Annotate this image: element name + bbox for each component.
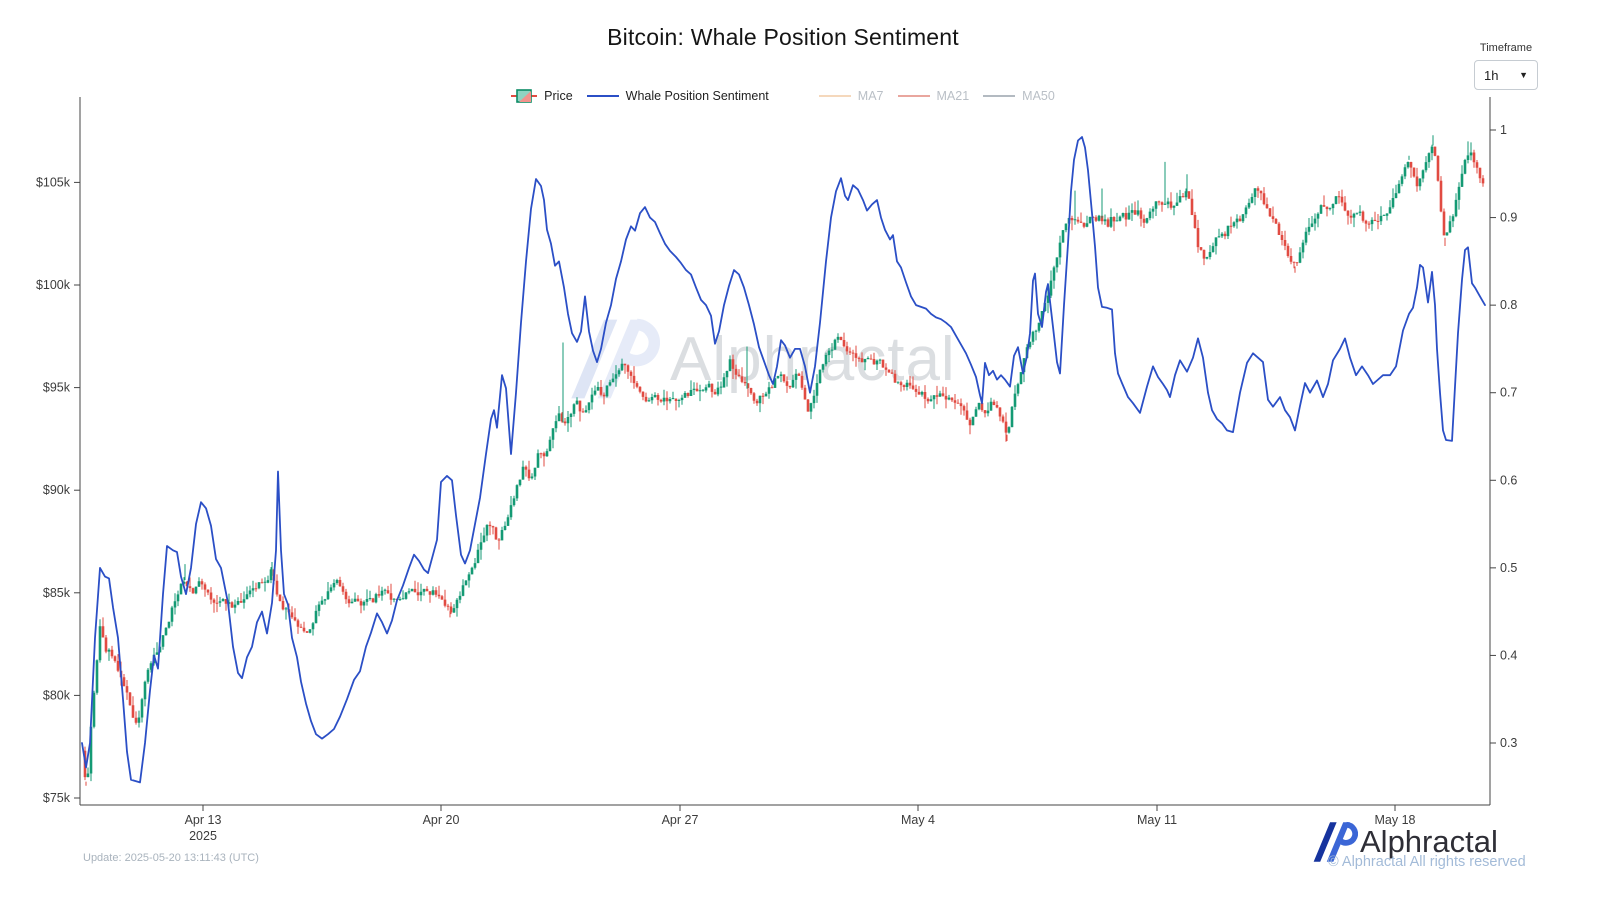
svg-text:0.9: 0.9 [1500,211,1517,225]
legend-item-ma50[interactable]: MA50 [983,89,1055,103]
ma21-line-swatch [897,95,930,97]
brand-name: Alphractal [1360,824,1498,859]
legend-item-ma21[interactable]: MA21 [897,89,970,103]
legend-item-sentiment[interactable]: Whale Position Sentiment [586,89,769,103]
update-timestamp: Update: 2025-05-20 13:11:43 (UTC) [83,852,259,864]
chart-legend: Price Whale Position Sentiment MA7 MA21 … [0,88,1566,104]
svg-text:$85k: $85k [43,586,71,600]
svg-text:0.6: 0.6 [1500,473,1517,487]
timeframe-label: Timeframe [1479,42,1533,54]
svg-text:$100k: $100k [36,278,71,292]
svg-text:Apr 27: Apr 27 [662,813,699,827]
candlestick-icon [511,89,538,103]
svg-text:$105k: $105k [36,175,71,189]
legend-label-price: Price [544,89,573,103]
svg-text:0.4: 0.4 [1500,648,1517,662]
svg-text:Apr 20: Apr 20 [423,813,460,827]
svg-text:Apr 13: Apr 13 [185,813,222,827]
chevron-down-icon: ▼ [1519,70,1528,80]
svg-text:0.7: 0.7 [1500,386,1517,400]
legend-label-ma7: MA7 [857,89,884,103]
timeframe-select[interactable]: 1h ▼ [1474,60,1538,90]
svg-text:$95k: $95k [43,381,71,395]
legend-label-sentiment: Whale Position Sentiment [625,89,769,103]
svg-text:$90k: $90k [43,483,71,497]
svg-text:May 4: May 4 [901,813,935,827]
svg-text:2025: 2025 [189,829,217,843]
ma7-line-swatch [818,95,851,97]
copyright-text: © Alphractal All rights reserved [1328,854,1526,870]
svg-text:May 18: May 18 [1375,813,1416,827]
page-title: Bitcoin: Whale Position Sentiment [607,24,959,50]
svg-text:0.5: 0.5 [1500,561,1517,575]
timeframe-value: 1h [1484,67,1499,83]
timeframe-control: Timeframe 1h ▼ [1474,42,1538,90]
svg-text:$80k: $80k [43,688,71,702]
svg-text:May 11: May 11 [1137,813,1177,827]
legend-label-ma50: MA50 [1022,89,1055,103]
legend-label-ma21: MA21 [936,89,970,103]
svg-text:$75k: $75k [43,791,71,805]
legend-item-ma7[interactable]: MA7 [818,89,884,103]
brand-block: Alphractal © Alphractal All rights reser… [1312,818,1572,888]
svg-text:0.3: 0.3 [1500,736,1517,750]
svg-text:0.8: 0.8 [1500,298,1517,312]
ma50-line-swatch [983,95,1016,97]
sentiment-line-swatch [586,95,619,97]
legend-item-price[interactable]: Price [511,88,573,104]
svg-text:1: 1 [1500,123,1507,137]
alphractal-logo-icon [1313,821,1358,862]
